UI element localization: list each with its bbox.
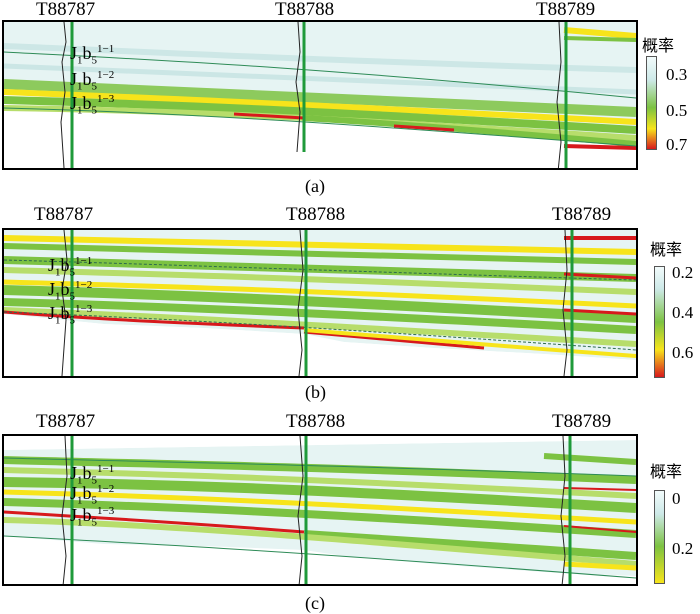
- legend-tick-c-1: 0: [672, 489, 681, 508]
- well-label-c-1: T88787: [36, 411, 96, 432]
- legend-tick-b-3: 0.6: [672, 343, 694, 362]
- probability-section-b: [4, 230, 636, 376]
- legend-title-b: 概率: [650, 240, 683, 259]
- legend-c: 概率 0 0.2: [642, 452, 700, 592]
- well-label-a-2: T88788: [275, 0, 335, 20]
- legend-title-c: 概率: [650, 462, 683, 481]
- well-label-b-2: T88788: [286, 204, 346, 225]
- caption-c: (c): [305, 593, 325, 613]
- legend-tick-a-3: 0.7: [666, 135, 688, 154]
- colorbar-c: [654, 490, 665, 584]
- legend-tick-b-1: 0.2: [672, 263, 694, 282]
- zone-label-c-3: J1b51−3: [70, 505, 115, 529]
- zone-label-b-1: J1b51−1: [48, 255, 93, 279]
- caption-b: (b): [305, 382, 326, 402]
- section-panel-a: J1b51−1 J1b51−2 J1b51−3: [2, 20, 638, 170]
- well-label-a-1: T88787: [36, 0, 96, 20]
- well-label-c-2: T88788: [286, 411, 346, 432]
- legend-tick-c-2: 0.2: [672, 539, 694, 558]
- legend-b: 概率 0.2 0.4 0.6: [642, 232, 700, 382]
- zone-label-b-3: J1b51−3: [48, 303, 93, 327]
- legend-tick-b-2: 0.4: [672, 303, 694, 322]
- caption-a: (a): [305, 176, 325, 196]
- well-label-b-1: T88787: [34, 204, 94, 225]
- zone-label-a-2: J1b51−2: [70, 69, 115, 93]
- probability-section-c: [4, 436, 636, 584]
- section-panel-c: J1b51−1 J1b51−2 J1b51−3: [2, 434, 638, 586]
- legend-tick-a-2: 0.5: [666, 101, 688, 120]
- zone-label-b-2: J1b51−2: [48, 279, 93, 303]
- probability-section-a: [4, 22, 636, 168]
- legend-title-a: 概率: [642, 36, 675, 55]
- well-label-b-3: T88789: [552, 204, 612, 225]
- zone-label-c-2: J1b51−2: [70, 483, 115, 507]
- legend-a: 概率 0.3 0.5 0.7: [642, 32, 700, 162]
- zone-label-c-1: J1b51−1: [70, 463, 115, 487]
- legend-tick-a-1: 0.3: [666, 65, 688, 84]
- colorbar-a: [646, 56, 657, 150]
- well-label-c-3: T88789: [552, 411, 612, 432]
- colorbar-b: [654, 266, 665, 378]
- zone-label-a-1: J1b51−1: [70, 43, 115, 67]
- zone-label-a-3: J1b51−3: [70, 93, 115, 117]
- section-panel-b: J1b51−1 J1b51−2 J1b51−3: [2, 228, 638, 378]
- well-label-a-3: T88789: [536, 0, 596, 20]
